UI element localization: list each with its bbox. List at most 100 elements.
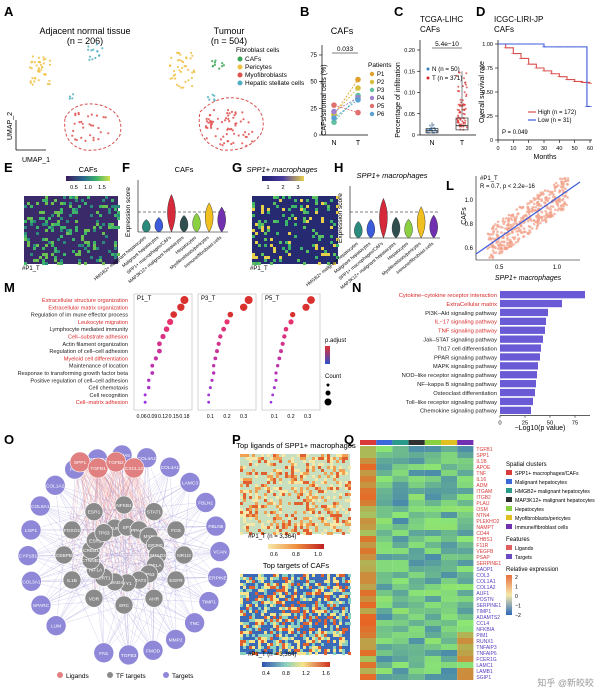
tissue-spot [297, 496, 300, 499]
tissue-spot [276, 652, 279, 655]
tissue-spot [252, 229, 255, 232]
tissue-spot [348, 592, 351, 595]
tissue-spot [243, 478, 246, 481]
tissue-spot [264, 604, 267, 607]
heat-cell [408, 446, 425, 452]
tissue-spot [84, 241, 87, 244]
tissue-spot [267, 586, 270, 589]
tissue-spot [258, 496, 261, 499]
umap-point [80, 120, 83, 123]
scatter-point [566, 183, 569, 186]
tissue-spot [249, 607, 252, 610]
scatter-point [519, 224, 522, 228]
tissue-spot [288, 493, 291, 496]
panel-q-gene-labels: TGFB1SPP1IL1BAPOETNFIL16ADMITGAMITGB2PLA… [476, 447, 501, 681]
tissue-spot [288, 217, 291, 220]
panel-p-title-bottom: Top targets of CAFs [263, 561, 330, 570]
tissue-spot [306, 532, 309, 535]
tissue-spot [285, 241, 288, 244]
tissue-spot [309, 460, 312, 463]
jitter-point [465, 72, 468, 75]
tissue-spot [306, 250, 309, 253]
tissue-spot [330, 604, 333, 607]
tissue-spot [243, 499, 246, 502]
tissue-spot [57, 250, 60, 253]
tissue-spot [288, 628, 291, 631]
tissue-spot [282, 493, 285, 496]
tissue-spot [264, 577, 267, 580]
node-label: VDR [89, 596, 100, 602]
gene-label-32: RUNX1 [476, 639, 493, 645]
heat-cell [441, 662, 458, 668]
facet-xtick: 0.06 [137, 414, 147, 420]
heat-cell [457, 644, 474, 650]
tissue-spot [273, 454, 276, 457]
jitter-point [458, 111, 461, 114]
tissue-spot [273, 478, 276, 481]
tissue-spot [345, 487, 348, 490]
umap-point [48, 79, 51, 82]
bar-label-9: NOD–like receptor signaling pathway [402, 373, 497, 379]
umap-point [190, 76, 193, 80]
heat-cell [424, 602, 441, 608]
heat-cell [441, 608, 458, 614]
umap-point [30, 60, 34, 63]
tissue-spot [297, 532, 300, 535]
tissue-spot [270, 511, 273, 514]
tissue-spot [306, 598, 309, 601]
tissue-spot [45, 244, 48, 247]
go-dot [227, 311, 234, 318]
scatter-point [558, 200, 561, 204]
scatter-point [502, 217, 505, 220]
heat-cell [360, 572, 377, 578]
tissue-spot [246, 508, 249, 511]
tissue-spot [57, 211, 60, 214]
umap-point [181, 66, 184, 70]
panel-p-title-top: Top ligands of SPP1+ macrophages [236, 441, 356, 450]
tissue-spot [249, 646, 252, 649]
heat-cell [360, 602, 377, 608]
tissue-spot [240, 640, 243, 643]
go-dot [302, 303, 310, 311]
umap-point [89, 134, 92, 137]
tissue-spot [291, 529, 294, 532]
tissue-spot [261, 589, 264, 592]
tissue-spot [279, 199, 282, 202]
tissue-spot [279, 631, 282, 634]
tissue-spot [315, 202, 318, 205]
tissue-spot [246, 607, 249, 610]
tissue-spot [273, 487, 276, 490]
go-dot [147, 378, 151, 382]
tissue-spot [339, 496, 342, 499]
umap-point [169, 77, 172, 80]
tissue-spot [342, 595, 345, 598]
node-label: PPARG [131, 528, 148, 534]
bar-label-1: ExtraCellular matrix [446, 302, 497, 308]
bar-13 [500, 406, 531, 414]
tissue-spot [345, 472, 348, 475]
scatter-point [497, 240, 500, 243]
scatter-point [540, 216, 544, 220]
panel-c-title2: CAFs [420, 25, 440, 34]
tissue-spot [318, 649, 321, 652]
point-P6 [331, 115, 337, 121]
cluster-name-3: MAP3K12+ malignant hepatocytes [515, 498, 595, 504]
tissue-spot [285, 523, 288, 526]
heat-cell [392, 662, 409, 668]
tissue-spot [261, 613, 264, 616]
scatter-point [561, 189, 564, 192]
umap-point [211, 93, 214, 96]
tissue-spot [330, 484, 333, 487]
scatter-point [527, 225, 531, 228]
tissue-spot [267, 211, 270, 214]
tissue-spot [276, 514, 279, 517]
violin-2 [167, 194, 176, 233]
tissue-spot [273, 511, 276, 514]
heat-cell [441, 500, 458, 506]
legend-label-P6: P6 [377, 112, 385, 118]
tissue-spot [306, 529, 309, 532]
tissue-spot [285, 589, 288, 592]
tissue-spot [300, 520, 303, 523]
umap-point [245, 135, 248, 139]
